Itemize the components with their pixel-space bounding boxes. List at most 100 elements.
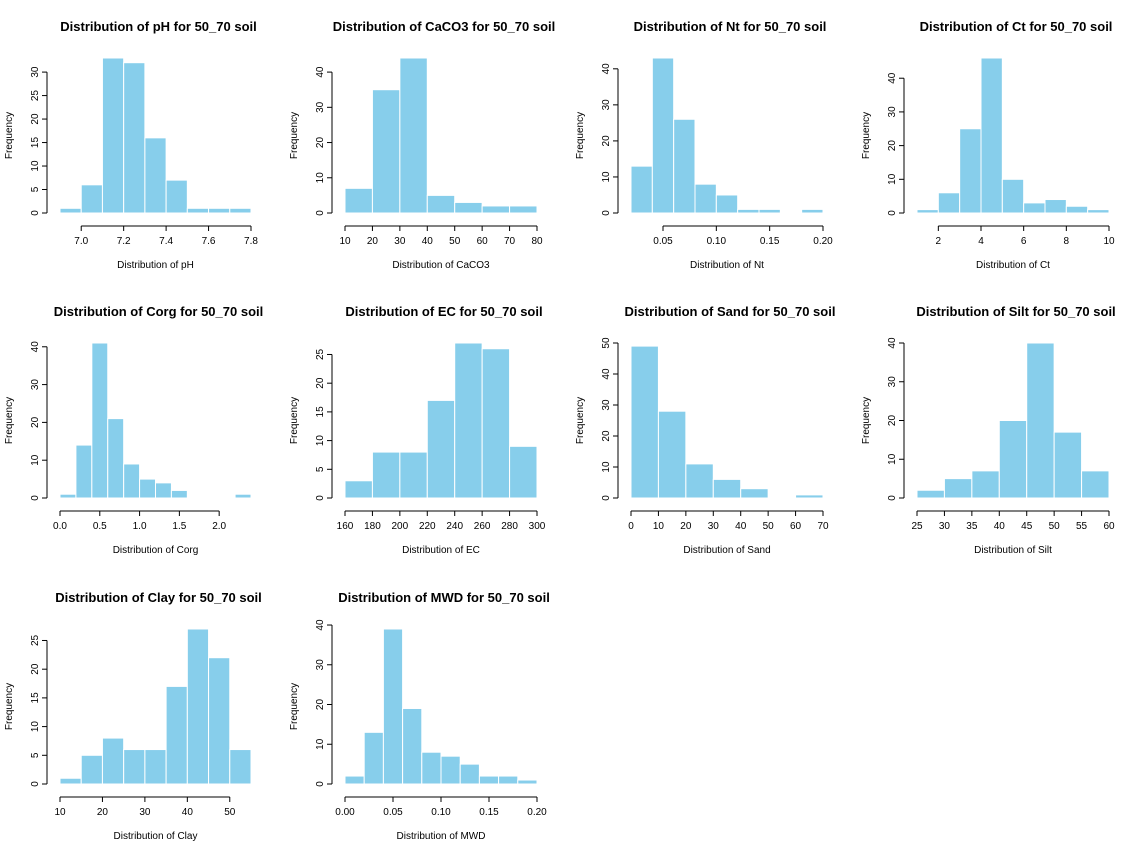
y-tick-label: 20 bbox=[315, 699, 326, 711]
x-tick-label: 10 bbox=[339, 236, 351, 247]
x-tick-label: 30 bbox=[394, 236, 406, 247]
y-tick-label: 10 bbox=[30, 721, 41, 733]
histogram-bar bbox=[959, 128, 982, 214]
histogram-bar bbox=[630, 165, 653, 214]
chart-title: Distribution of MWD for 50_70 soil bbox=[338, 590, 550, 605]
histogram-bar bbox=[998, 420, 1028, 499]
x-tick-label: 40 bbox=[994, 521, 1006, 532]
x-axis-label: Distribution of Sand bbox=[683, 545, 770, 556]
histogram-bar bbox=[59, 777, 82, 785]
histogram-bar bbox=[186, 207, 210, 214]
histogram-panel: Distribution of Sand for 50_70 soil 0 10 20… bbox=[575, 304, 835, 556]
histogram-bar bbox=[344, 775, 365, 785]
x-axis-label: Distribution of Ct bbox=[976, 260, 1050, 271]
histogram-bar bbox=[916, 489, 945, 499]
histogram-bar bbox=[144, 749, 167, 785]
histogram-bar bbox=[363, 731, 384, 785]
histogram-bar bbox=[1065, 205, 1089, 214]
y-tick-label: 20 bbox=[30, 416, 41, 428]
histogram-bar bbox=[651, 57, 675, 214]
x-tick-label: 300 bbox=[529, 521, 546, 532]
histogram-bar bbox=[229, 207, 252, 214]
y-axis-label: Frequency bbox=[289, 112, 300, 159]
x-tick-label: 80 bbox=[531, 236, 543, 247]
x-tick-label: 0.20 bbox=[813, 236, 833, 247]
histogram-bar bbox=[509, 205, 538, 214]
y-tick-label: 20 bbox=[887, 415, 898, 427]
x-tick-label: 160 bbox=[337, 521, 354, 532]
histogram-bar bbox=[694, 183, 717, 214]
y-tick-label: 30 bbox=[30, 379, 41, 391]
y-tick-label: 40 bbox=[30, 341, 41, 353]
histogram-bar bbox=[229, 749, 252, 785]
y-tick-label: 40 bbox=[315, 619, 326, 631]
y-tick-label: 20 bbox=[30, 113, 41, 125]
y-tick-label: 10 bbox=[887, 173, 898, 185]
x-tick-label: 240 bbox=[446, 521, 463, 532]
x-tick-label: 8 bbox=[1064, 236, 1070, 247]
histogram-bar bbox=[382, 628, 404, 785]
x-tick-label: 0.15 bbox=[760, 236, 780, 247]
y-tick-label: 10 bbox=[601, 461, 612, 473]
histogram-bar bbox=[155, 482, 172, 499]
histogram-bar bbox=[165, 685, 188, 785]
y-axis-label: Frequency bbox=[861, 397, 872, 444]
x-tick-label: 7.8 bbox=[244, 236, 258, 247]
histogram-bar bbox=[80, 184, 103, 214]
x-tick-label: 50 bbox=[763, 521, 775, 532]
x-tick-label: 0 bbox=[628, 521, 634, 532]
x-tick-label: 60 bbox=[790, 521, 802, 532]
y-tick-label: 30 bbox=[315, 659, 326, 671]
histogram-bar bbox=[208, 207, 231, 214]
y-tick-label: 10 bbox=[30, 454, 41, 466]
y-tick-label: 0 bbox=[30, 495, 41, 501]
histogram-bar bbox=[498, 775, 519, 785]
histogram-bar bbox=[107, 418, 125, 499]
histogram-bar bbox=[1087, 209, 1110, 214]
y-tick-label: 30 bbox=[315, 101, 326, 113]
x-tick-label: 200 bbox=[392, 521, 409, 532]
x-tick-label: 7.2 bbox=[117, 236, 131, 247]
histogram-bar bbox=[440, 755, 461, 785]
histogram-bar bbox=[801, 208, 824, 214]
histogram-bar bbox=[165, 179, 188, 214]
x-tick-label: 0.05 bbox=[653, 236, 673, 247]
y-tick-label: 0 bbox=[315, 781, 326, 787]
y-tick-label: 30 bbox=[30, 66, 41, 78]
x-tick-label: 35 bbox=[966, 521, 978, 532]
y-tick-label: 20 bbox=[30, 663, 41, 675]
x-tick-label: 25 bbox=[911, 521, 923, 532]
y-tick-label: 20 bbox=[601, 135, 612, 147]
x-tick-label: 40 bbox=[735, 521, 747, 532]
histogram-bar bbox=[91, 342, 109, 499]
chart-title: Distribution of Corg for 50_70 soil bbox=[54, 304, 263, 319]
y-tick-label: 5 bbox=[315, 466, 326, 472]
histogram-panel: Distribution of Nt for 50_70 soil 0.05 0.1… bbox=[575, 19, 833, 271]
x-tick-label: 10 bbox=[653, 521, 665, 532]
chart-title: Distribution of Sand for 50_70 soil bbox=[625, 304, 836, 319]
histogram-bar bbox=[758, 208, 781, 214]
chart-title: Distribution of Nt for 50_70 soil bbox=[634, 19, 827, 34]
y-tick-label: 0 bbox=[315, 210, 326, 216]
histogram-bar bbox=[123, 463, 141, 499]
y-tick-label: 10 bbox=[315, 172, 326, 184]
y-tick-label: 25 bbox=[30, 90, 41, 102]
x-tick-label: 1.5 bbox=[172, 521, 186, 532]
histogram-bar bbox=[139, 478, 156, 499]
chart-title: Distribution of Silt for 50_70 soil bbox=[916, 304, 1115, 319]
histogram-bar bbox=[1023, 202, 1046, 214]
y-tick-label: 5 bbox=[30, 186, 41, 192]
histogram-panel: Distribution of pH for 50_70 soil 7.0 7.2 7… bbox=[4, 19, 258, 271]
y-tick-label: 0 bbox=[887, 495, 898, 501]
y-tick-label: 0 bbox=[601, 210, 612, 216]
x-tick-label: 0.15 bbox=[479, 807, 499, 818]
y-tick-label: 25 bbox=[315, 348, 326, 360]
histogram-bar bbox=[1026, 342, 1055, 499]
x-tick-label: 10 bbox=[54, 807, 66, 818]
y-tick-label: 0 bbox=[30, 781, 41, 787]
histogram-bar bbox=[101, 737, 125, 785]
x-tick-label: 2 bbox=[936, 236, 942, 247]
x-tick-label: 70 bbox=[504, 236, 516, 247]
histogram-bar bbox=[59, 207, 82, 214]
